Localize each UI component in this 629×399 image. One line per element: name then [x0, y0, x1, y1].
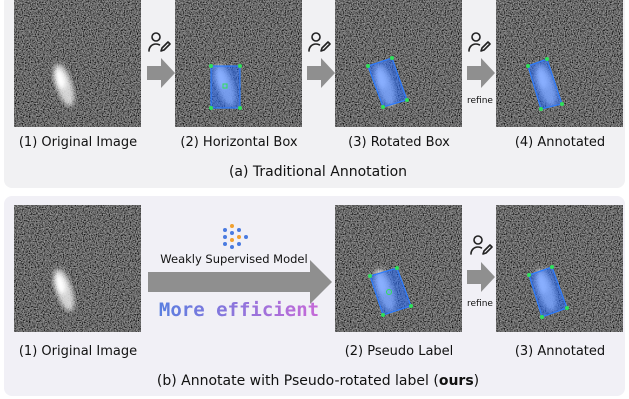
arrow-label: refine	[467, 299, 493, 309]
image	[335, 0, 462, 127]
caption: (2) Pseudo Label	[345, 344, 454, 359]
highlight: More efficient	[159, 299, 319, 321]
image	[496, 205, 623, 332]
title-part: (b) Annotate with Pseudo-rotated label (	[157, 373, 439, 389]
panel-title: (a) Traditional Annotation	[229, 164, 407, 180]
caption: (3) Annotated	[515, 344, 605, 359]
image	[496, 0, 623, 127]
caption: (1) Original Image	[19, 135, 137, 150]
title-bold: ours	[439, 373, 474, 389]
caption: (3) Rotated Box	[348, 135, 450, 150]
panel-title: (b) Annotate with Pseudo-rotated label (…	[157, 373, 479, 389]
horizontal-box	[209, 64, 242, 110]
image	[14, 205, 141, 332]
arrow-label: refine	[467, 96, 493, 106]
caption: (1) Original Image	[19, 344, 137, 359]
figure: refine (1) Original Image (2) Horizontal…	[0, 0, 629, 399]
caption: (4) Annotated	[515, 135, 605, 150]
model-label: Weakly Supervised Model	[160, 252, 307, 266]
image	[14, 0, 141, 127]
caption: (2) Horizontal Box	[180, 135, 298, 150]
title-part: )	[474, 373, 479, 389]
